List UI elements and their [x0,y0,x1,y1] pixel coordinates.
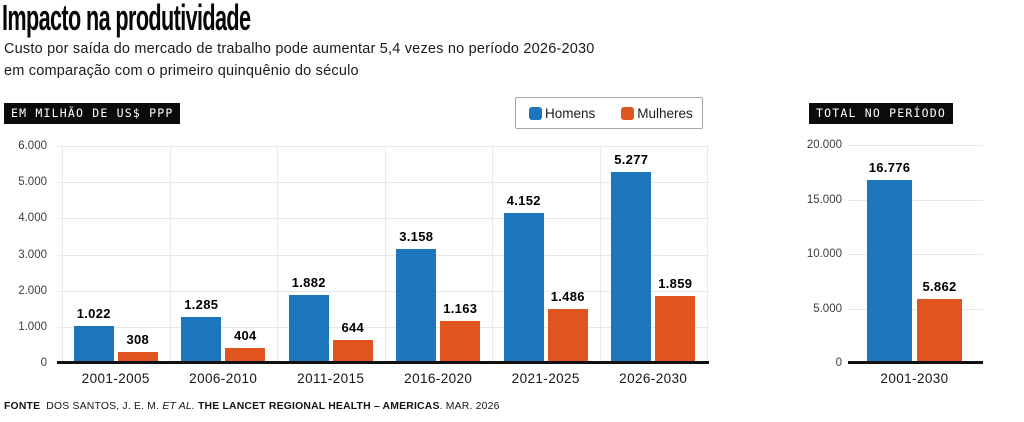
x-axis-line [57,361,709,364]
page-title: Impacto na produtividade [2,0,251,38]
gridline-vertical [492,146,493,363]
gridline-horizontal [57,218,709,220]
mulheres-swatch-icon [621,106,635,120]
bar-mulheres-2026-2030 [655,295,696,363]
bar-value-label: 3.158 [399,228,434,244]
gridline-horizontal [848,199,983,201]
legend-label-homens: Homens [545,105,596,121]
x-axis-tick-label: 2006-2010 [189,371,258,386]
y-axis-tick-label: 5.000 [813,302,842,315]
total-badge: TOTAL NO PERÍODO [809,103,953,124]
bar-mulheres-2006-2010 [225,348,266,363]
bar-homens-2001-2005 [73,326,114,363]
gridline-vertical [277,146,278,363]
x-axis-tick-label: 2001-2030 [880,371,949,386]
legend: Homens Mulheres [515,97,703,129]
gridline-horizontal [57,254,709,256]
bar-value-label: 404 [233,328,257,344]
gridline-vertical [707,146,708,363]
y-axis-tick-label: 2.000 [18,284,47,297]
gridline-horizontal [57,146,709,147]
subtitle: Custo por saída do mercado de trabalho p… [4,41,595,79]
x-axis-tick-label: 2001-2005 [81,371,150,386]
gridline-vertical [599,146,601,363]
bar-value-label: 644 [341,319,365,335]
gridline-horizontal [848,254,983,255]
gridline-vertical [384,146,386,363]
source-line-segment: FONTE [4,401,41,412]
gridline-horizontal [57,182,709,184]
bar-value-label: 1.163 [443,300,478,316]
y-axis-tick-label: 10.000 [806,248,842,260]
y-axis-tick-label: 6.000 [18,140,47,152]
bar-mulheres-2021-2025 [547,309,588,363]
bar-mulheres-2011-2015 [332,339,373,363]
bar-value-label: 1.859 [658,275,693,291]
gridline-vertical [62,146,63,363]
y-axis-tick-label: 3.000 [18,248,47,261]
bar-value-label: 5.862 [922,279,957,295]
bar-mulheres-2001-2030 [917,299,962,363]
gridline-horizontal [848,145,983,146]
gridline-vertical [169,146,171,363]
bar-value-label: 1.022 [76,306,111,322]
bar-value-label: 308 [126,331,150,347]
x-axis-tick-label: 2021-2025 [511,371,580,386]
bar-value-label: 1.882 [291,274,326,290]
y-axis-tick-label: 0 [835,357,842,369]
main-bar-chart: 0 1.000 2.000 3.000 4.000 5.000 6.000 1.022 308 2… [18,140,709,386]
homens-swatch-icon [529,106,542,120]
y-axis-tick-label: 1.000 [18,320,47,333]
gridline-horizontal [848,308,983,310]
x-axis-line [848,361,983,364]
bar-homens-2001-2030 [867,180,912,363]
bar-homens-2006-2010 [181,316,222,363]
bar-value-label: 5.277 [614,152,649,168]
bar-homens-2021-2025 [503,212,544,363]
source-line-segment: ET AL. [162,401,195,412]
source-line-segment: THE LANCET REGIONAL HEALTH – AMERICAS [198,401,440,412]
x-axis-tick-label: 2011-2015 [297,371,365,386]
x-axis-tick-label: 2026-2030 [619,371,688,386]
y-axis-tick-label: 5.000 [18,176,47,189]
y-axis-tick-label: 15.000 [806,193,842,206]
unit-badge: EM MILHÃO DE US$ PPP [4,103,181,124]
source-line-segment: DOS SANTOS, J. E. M. [43,401,163,412]
legend-item-homens: Homens [529,106,595,121]
legend-label-mulheres: Mulheres [637,105,693,121]
x-axis-tick-label: 2016-2020 [404,371,473,386]
bar-mulheres-2001-2005 [117,351,158,363]
bar-homens-2026-2030 [611,172,652,363]
y-axis-tick-label: 0 [40,357,47,369]
bar-value-label: 4.152 [506,192,541,208]
y-axis-tick-label: 20.000 [806,139,842,151]
bar-value-label: 1.285 [184,296,219,312]
source-line: FONTE DOS SANTOS, J. E. M. ET AL. THE LA… [4,401,500,412]
bar-homens-2011-2015 [288,294,329,363]
gridline-horizontal [57,326,709,328]
legend-item-mulheres: Mulheres [621,106,693,121]
y-axis-tick-label: 4.000 [18,212,47,225]
bar-mulheres-2016-2020 [440,320,481,363]
total-bar-chart: 0 5.000 10.000 15.000 20.000 16.776 5.862 2001-… [807,139,983,386]
bar-value-label: 1.486 [550,289,585,305]
source-line-segment: . MAR. 2026 [439,401,500,412]
gridline-horizontal [57,290,709,292]
bar-homens-2016-2020 [396,248,437,363]
bar-value-label: 16.776 [868,160,911,176]
